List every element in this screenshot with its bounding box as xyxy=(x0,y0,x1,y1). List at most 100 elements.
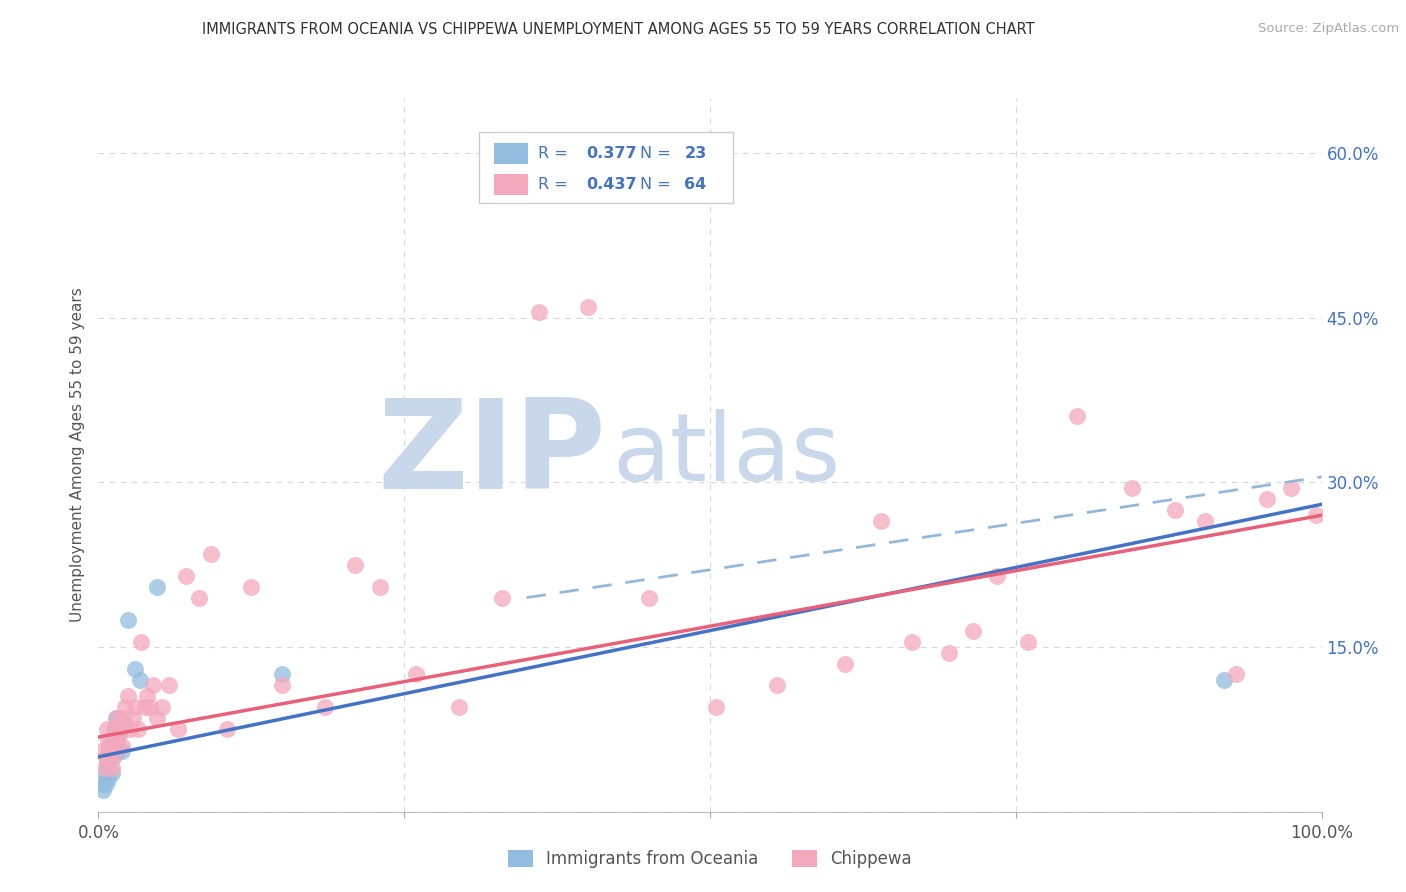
Text: 64: 64 xyxy=(685,178,707,192)
Point xyxy=(368,580,391,594)
Point xyxy=(117,690,139,704)
Point xyxy=(200,547,222,561)
Point xyxy=(101,766,124,780)
Text: atlas: atlas xyxy=(612,409,841,501)
Point xyxy=(129,634,152,648)
Point xyxy=(103,723,125,737)
Point xyxy=(704,700,727,714)
Point xyxy=(124,662,146,676)
Point xyxy=(107,728,129,742)
Text: 0.437: 0.437 xyxy=(586,178,637,192)
Point xyxy=(187,591,209,605)
Point xyxy=(270,678,294,692)
Point xyxy=(139,700,162,714)
Point xyxy=(110,723,132,737)
Bar xyxy=(494,175,527,194)
Point xyxy=(100,739,122,753)
Point xyxy=(240,580,263,594)
Bar xyxy=(494,144,527,163)
Point xyxy=(344,558,367,572)
Point xyxy=(124,700,146,714)
Point xyxy=(146,711,169,725)
Point xyxy=(1194,514,1216,528)
Point xyxy=(111,739,134,753)
Text: IMMIGRANTS FROM OCEANIA VS CHIPPEWA UNEMPLOYMENT AMONG AGES 55 TO 59 YEARS CORRE: IMMIGRANTS FROM OCEANIA VS CHIPPEWA UNEM… xyxy=(202,22,1035,37)
Point xyxy=(449,700,471,714)
Point xyxy=(107,739,129,753)
Point xyxy=(938,646,960,660)
Point xyxy=(1225,667,1247,681)
Point xyxy=(638,591,661,605)
Text: 23: 23 xyxy=(685,146,707,161)
Text: R =: R = xyxy=(537,178,567,192)
Point xyxy=(1121,481,1143,495)
Point xyxy=(98,744,121,758)
Text: Source: ZipAtlas.com: Source: ZipAtlas.com xyxy=(1258,22,1399,36)
Point xyxy=(100,744,122,758)
Point xyxy=(1164,503,1187,517)
Point xyxy=(97,772,120,786)
Point xyxy=(93,766,115,780)
Text: N =: N = xyxy=(640,178,671,192)
Point xyxy=(134,700,156,714)
Point xyxy=(1256,491,1278,506)
Point xyxy=(98,739,121,753)
Point xyxy=(120,723,142,737)
Point xyxy=(111,744,134,758)
Point xyxy=(121,711,143,725)
Point xyxy=(91,744,114,758)
Point xyxy=(962,624,984,638)
Point xyxy=(215,723,238,737)
Point xyxy=(314,700,336,714)
Point xyxy=(127,723,149,737)
Point xyxy=(96,723,118,737)
Point xyxy=(111,711,134,725)
Point xyxy=(105,711,128,725)
Point xyxy=(93,761,115,775)
Text: N =: N = xyxy=(640,146,671,161)
Point xyxy=(91,782,114,797)
Point xyxy=(103,739,125,753)
Point xyxy=(1066,409,1088,424)
Legend: Immigrants from Oceania, Chippewa: Immigrants from Oceania, Chippewa xyxy=(502,843,918,875)
Point xyxy=(1305,508,1327,523)
Text: 0.377: 0.377 xyxy=(586,146,637,161)
Point xyxy=(405,667,427,681)
Point xyxy=(491,591,513,605)
Point xyxy=(150,700,173,714)
Point xyxy=(101,761,124,775)
Point xyxy=(146,580,169,594)
Point xyxy=(129,673,152,687)
Point xyxy=(142,678,165,692)
Point xyxy=(104,711,127,725)
Point xyxy=(101,749,124,764)
Point xyxy=(176,568,198,582)
Point xyxy=(97,733,120,747)
Point xyxy=(94,749,117,764)
Point xyxy=(1212,673,1234,687)
Point xyxy=(105,744,128,758)
Point xyxy=(870,514,893,528)
Point xyxy=(834,657,856,671)
Point xyxy=(104,723,127,737)
Point xyxy=(108,728,131,742)
Point xyxy=(90,777,112,791)
Point xyxy=(167,723,190,737)
Point xyxy=(1279,481,1302,495)
Point xyxy=(901,634,924,648)
Point xyxy=(270,667,294,681)
Point xyxy=(527,305,550,319)
Point xyxy=(96,756,118,770)
Text: R =: R = xyxy=(537,146,567,161)
Point xyxy=(94,777,117,791)
Point xyxy=(986,568,1008,582)
Point xyxy=(136,690,159,704)
Point xyxy=(1017,634,1039,648)
Point xyxy=(112,717,135,731)
Point xyxy=(110,723,132,737)
Point xyxy=(114,700,136,714)
Point xyxy=(117,613,139,627)
Point xyxy=(101,749,124,764)
Point xyxy=(576,300,599,314)
Point xyxy=(766,678,789,692)
